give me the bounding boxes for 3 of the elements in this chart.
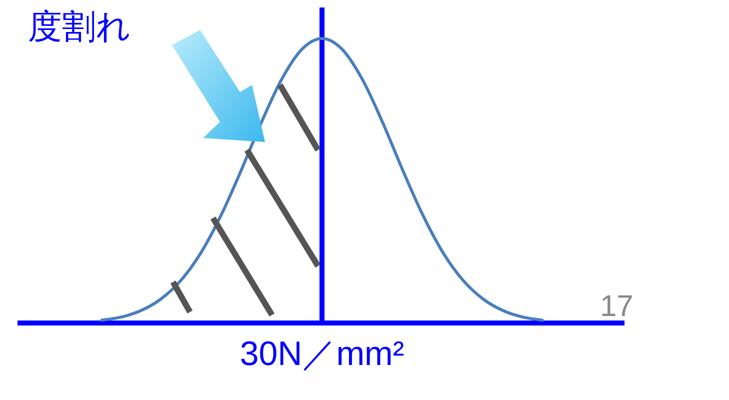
annotation: 17 [600,290,634,324]
x-axis-title: 30N／mm² [240,334,404,373]
annotation: 度割れ [28,6,131,49]
